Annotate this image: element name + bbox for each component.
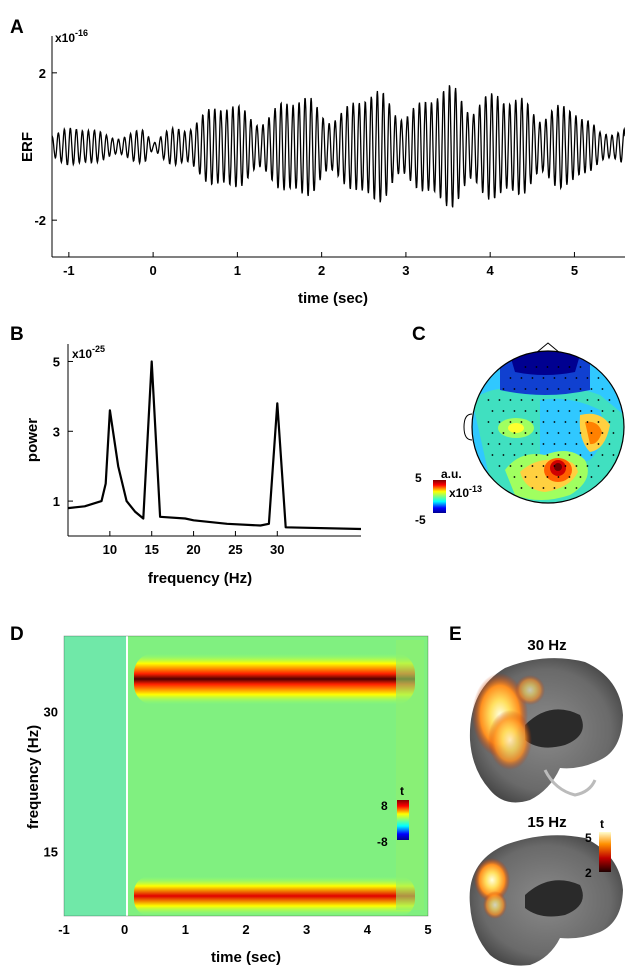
topoplot-head	[463, 342, 625, 504]
xticks-d: -1 0 1 2 3 4 5	[58, 922, 431, 937]
colorbar-d-max: 8	[381, 799, 388, 813]
brain-sagittal-30hz	[469, 658, 623, 803]
xtick-label-d: 2	[242, 922, 249, 937]
ytick-label-a: 2	[39, 66, 46, 81]
colorbar-e-min: 2	[585, 866, 592, 880]
xtick-label-d: 5	[424, 922, 431, 937]
label-15hz: 15 Hz	[527, 814, 566, 831]
xtick-label-d: 4	[364, 922, 372, 937]
power-spectrum-line	[67, 360, 362, 531]
colorbar-e	[599, 832, 611, 872]
ylabel-a: ERF	[19, 132, 36, 162]
colorbar-c	[433, 480, 446, 513]
xtick-label-d: -1	[58, 922, 70, 937]
ytick-label-d: 30	[44, 705, 58, 720]
panel-letter-b: B	[10, 324, 24, 345]
xtick-label-a: 0	[150, 263, 157, 278]
panel-letter-a: A	[10, 17, 24, 38]
xtick-label-b: 15	[144, 542, 158, 557]
xtick-label-a: -1	[63, 263, 75, 278]
colorbar-d-min: -8	[377, 835, 388, 849]
xtick-label-d: 3	[303, 922, 310, 937]
label-30hz: 30 Hz	[527, 637, 566, 654]
ylabel-d: frequency (Hz)	[25, 725, 42, 829]
tf-heatmap	[64, 636, 428, 916]
ylabel-b: power	[24, 418, 41, 462]
yticks-b: 1 3 5	[53, 354, 73, 509]
colorbar-c-max: 5	[415, 471, 422, 485]
xtick-label-b: 30	[270, 542, 284, 557]
colorbar-c-min: -5	[415, 513, 426, 527]
xtick-label-d: 0	[121, 922, 128, 937]
erf-trace	[51, 85, 625, 208]
ytick-label-d: 15	[44, 845, 58, 860]
colorbar-c-exponent: x10-13	[449, 484, 482, 500]
xtick-label-a: 2	[318, 263, 325, 278]
panel-letter-c: C	[412, 324, 426, 345]
xtick-label-a: 1	[234, 263, 241, 278]
colorbar-e-label: t	[600, 817, 604, 831]
ytick-label-b: 1	[53, 494, 60, 509]
panel-letter-e: E	[449, 624, 462, 645]
ytick-label-b: 5	[53, 354, 60, 369]
xtick-label-a: 4	[487, 263, 495, 278]
exponent-b: x10-25	[72, 344, 105, 361]
exponent-a: x10-16	[55, 28, 88, 45]
xtick-label-d: 1	[182, 922, 189, 937]
xtick-label-a: 3	[402, 263, 409, 278]
axes-b	[67, 344, 361, 537]
xtick-label-b: 20	[186, 542, 200, 557]
xtick-label-b: 10	[103, 542, 117, 557]
xtick-label-a: 5	[571, 263, 578, 278]
ytick-label-b: 3	[53, 424, 60, 439]
ytick-label-a: -2	[34, 213, 46, 228]
xlabel-b: frequency (Hz)	[148, 570, 252, 587]
xtick-label-b: 25	[228, 542, 242, 557]
xlabel-d: time (sec)	[211, 949, 281, 966]
panel-letter-d: D	[10, 624, 24, 645]
colorbar-e-max: 5	[585, 831, 592, 845]
colorbar-d-label: t	[400, 784, 404, 798]
colorbar-d	[397, 800, 409, 840]
brain-sagittal-15hz	[469, 835, 623, 966]
xlabel-a: time (sec)	[298, 290, 368, 307]
yticks-a: -2 2	[34, 66, 57, 228]
colorbar-c-unit: a.u.	[441, 467, 462, 481]
xticks-b: 10 15 20 25 30	[103, 531, 285, 557]
xticks-a: -1 0 1 2 3 4 5	[63, 252, 578, 278]
